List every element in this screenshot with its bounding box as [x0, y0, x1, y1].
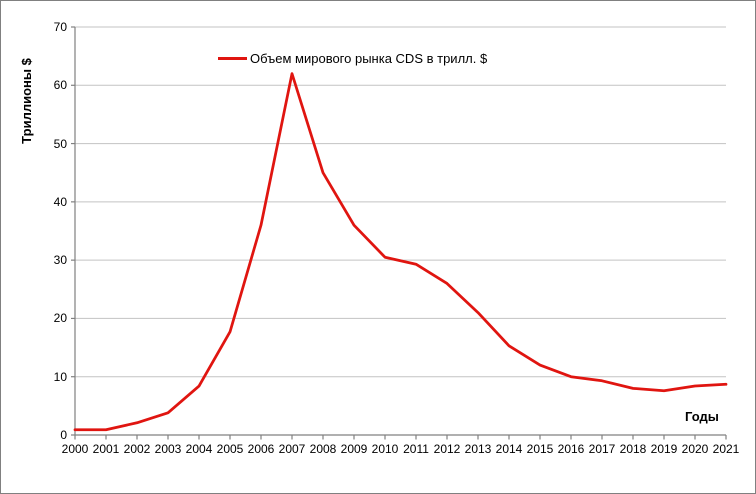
x-tick-label: 2020 [681, 442, 709, 456]
x-tick-label: 2010 [371, 442, 399, 456]
x-tick-label: 2002 [123, 442, 151, 456]
x-tick-label: 2015 [526, 442, 554, 456]
y-tick-label: 70 [53, 20, 67, 34]
x-tick-label: 2006 [247, 442, 275, 456]
x-tick-label: 2014 [495, 442, 523, 456]
y-tick-label: 0 [60, 428, 67, 442]
x-tick-label: 2017 [588, 442, 616, 456]
legend-line-marker [218, 56, 247, 60]
legend: Объем мирового рынка CDS в трилл. $ [218, 49, 487, 67]
y-tick-label: 20 [53, 311, 67, 326]
x-tick-label: 2012 [433, 442, 461, 456]
y-tick-label: 10 [53, 369, 67, 384]
x-tick-label: 2001 [92, 442, 120, 456]
x-tick-label: 2018 [619, 442, 647, 456]
x-tick-label: 2011 [403, 442, 429, 456]
x-tick-label: 2007 [278, 442, 306, 456]
y-tick-label: 60 [53, 78, 67, 93]
data-series-line [73, 72, 728, 432]
x-tick-label: 2000 [61, 442, 89, 456]
x-tick-label: 2003 [154, 442, 182, 456]
x-axis-title: Годы [685, 409, 719, 424]
legend-series-label: Объем мирового рынка CDS в трилл. $ [250, 50, 488, 66]
x-tick-label: 2016 [557, 442, 585, 456]
y-axis-title: Триллионы $ [19, 58, 34, 144]
x-tick-label: 2004 [185, 442, 213, 456]
y-tick-label: 50 [53, 136, 67, 151]
x-tick-label: 2009 [340, 442, 368, 456]
x-tick-label: 2021 [712, 442, 740, 456]
x-tick-label: 2005 [216, 442, 244, 456]
y-tick-label: 40 [53, 194, 67, 209]
x-tick-label: 2008 [309, 442, 337, 456]
y-tick-label: 30 [53, 253, 67, 268]
x-tick-label: 2013 [464, 442, 492, 456]
x-tick-label: 2019 [650, 442, 678, 456]
